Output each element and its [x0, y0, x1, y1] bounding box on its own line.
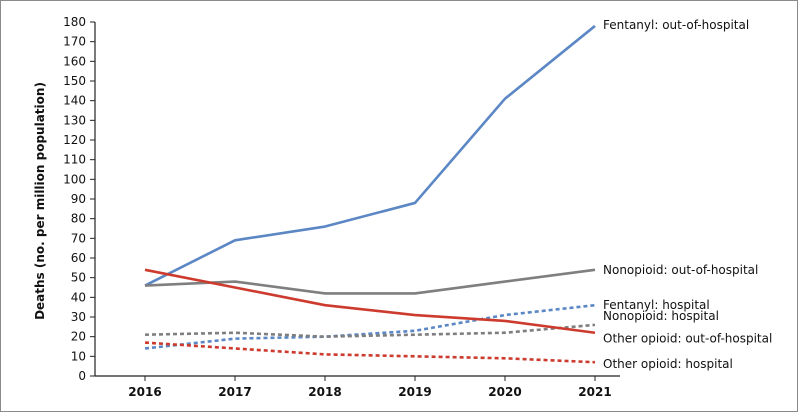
series-line-3 — [144, 323, 596, 338]
series-label-2: Fentanyl: hospital — [603, 298, 710, 312]
y-tick-label: 120 — [63, 133, 86, 147]
y-tick-label: 20 — [71, 330, 86, 344]
y-tick-label: 100 — [63, 172, 86, 186]
y-tick-label: 110 — [63, 153, 86, 167]
series-label-1: Nonopioid: out-of-hospital — [603, 263, 758, 277]
y-tick-label: 170 — [63, 35, 86, 49]
y-tick-label: 140 — [63, 94, 86, 108]
y-axis-title: Deaths (no. per million population) — [33, 82, 47, 320]
y-tick-label: 50 — [71, 271, 86, 285]
y-tick-label: 180 — [63, 15, 86, 29]
x-tick-label: 2018 — [308, 385, 341, 399]
y-tick-label: 160 — [63, 54, 86, 68]
x-axis: 2016 2017 2018 2019 2020 2021 — [95, 375, 620, 399]
x-tick-label: 2016 — [128, 385, 161, 399]
y-axis: 0 10 20 30 40 50 60 70 80 90 100 110 120 130 140 150 160… — [63, 15, 96, 383]
y-tick-label: 90 — [71, 192, 86, 206]
series-line-1 — [144, 268, 596, 295]
y-tick-label: 130 — [63, 113, 86, 127]
x-tick-label: 2021 — [578, 385, 611, 399]
x-tick-label: 2019 — [398, 385, 431, 399]
series-line-0 — [144, 24, 596, 287]
series-label-4: Other opioid: out-of-hospital — [603, 332, 772, 346]
y-tick-label: 10 — [71, 349, 86, 363]
series-line-5 — [144, 341, 596, 364]
series-label-0: Fentanyl: out-of-hospital — [603, 18, 749, 32]
y-tick-label: 150 — [63, 74, 86, 88]
y-tick-label: 30 — [71, 310, 86, 324]
series-labels: Fentanyl: out-of-hospital Nonopioid: out-… — [603, 18, 772, 371]
series-label-3: Nonopioid: hospital — [603, 309, 719, 323]
series-lines — [144, 24, 596, 364]
series-line-4 — [144, 268, 596, 335]
y-tick-label: 60 — [71, 251, 86, 265]
y-tick-label: 80 — [71, 212, 86, 226]
series-line-2 — [144, 303, 596, 350]
x-tick-label: 2017 — [218, 385, 251, 399]
series-label-5: Other opioid: hospital — [603, 357, 733, 371]
y-tick-label: 70 — [71, 231, 86, 245]
x-tick-label: 2020 — [488, 385, 521, 399]
y-tick-label: 40 — [71, 290, 86, 304]
y-tick-label: 0 — [78, 369, 86, 383]
